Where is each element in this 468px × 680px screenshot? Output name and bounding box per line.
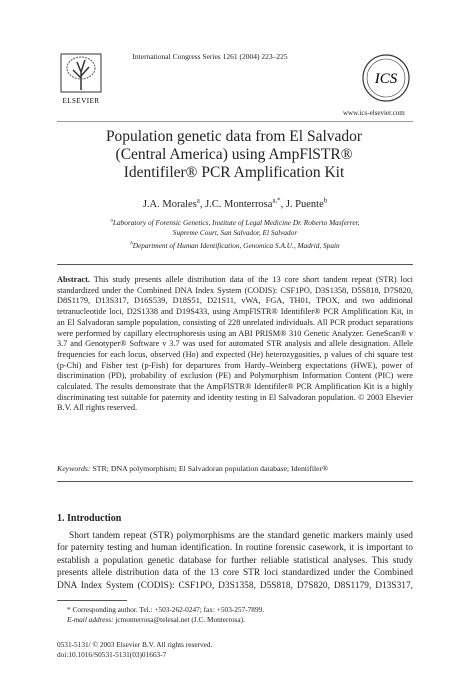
author-sup: a,* (272, 197, 281, 205)
abstract: Abstract. This study presents allele dis… (57, 275, 413, 414)
author: J.A. Morales (142, 199, 197, 210)
author-sup: b (323, 197, 328, 205)
email-label: E-mail address: (67, 615, 114, 624)
section-heading: 1. Introduction (57, 513, 122, 524)
email: jcmonterrosa@telesal.net (J.C. Monterros… (115, 615, 245, 624)
footnote: E-mail address: jcmonterrosa@telesal.net… (67, 615, 245, 624)
abstract-text: This study presents allele distribution … (57, 275, 413, 413)
footnote-rule (57, 600, 127, 601)
affiliation: aLaboratory of Forensic Genetics, Instit… (100, 218, 370, 238)
ics-text: ICS (374, 71, 398, 87)
affiliation-text: Laboratory of Forensic Genetics, Institu… (112, 218, 360, 237)
authors: J.A. Moralesa, J.C. Monterrosaa,*, J. Pu… (142, 197, 328, 210)
keywords-text: STR; DNA polymorphism; El Salvadoran pop… (92, 464, 329, 473)
rule (57, 481, 413, 482)
rule (57, 264, 413, 265)
elsevier-logo: ELSEVIER (60, 53, 102, 105)
affiliation-mark: b (130, 241, 133, 247)
title: Population genetic data from El Salvador… (105, 128, 363, 181)
abstract-label: Abstract. (57, 275, 90, 284)
section-text: Short tandem repeat (STR) polymorphisms … (57, 531, 413, 591)
author: J. Puente (285, 199, 324, 210)
affiliation-mark: a (110, 218, 113, 224)
keywords-label: Keywords: (57, 464, 91, 473)
journal-line: International Congress Series 1261 (2004… (132, 52, 288, 61)
copyright: 0531-5131/ © 2003 Elsevier B.V. All righ… (57, 640, 213, 649)
affiliation: bDepartment of Human Identification, Gen… (80, 241, 390, 250)
url: www.ics-elsevier.com (343, 109, 405, 117)
keywords: Keywords: STR; DNA polymorphism; El Salv… (57, 464, 413, 473)
affiliation-text: Department of Human Identification, Geno… (132, 241, 340, 250)
publisher-name: ELSEVIER (62, 97, 99, 105)
ics-logo: ICS (362, 54, 410, 102)
footnote: * Corresponding author. Tel.: +503-262-0… (67, 605, 265, 614)
author-sup: a (196, 197, 200, 205)
author: J.C. Monterrosa (205, 199, 273, 210)
header-rule (57, 121, 413, 122)
doi: doi:10.1016/S0531-5131(03)01663-7 (57, 650, 167, 659)
